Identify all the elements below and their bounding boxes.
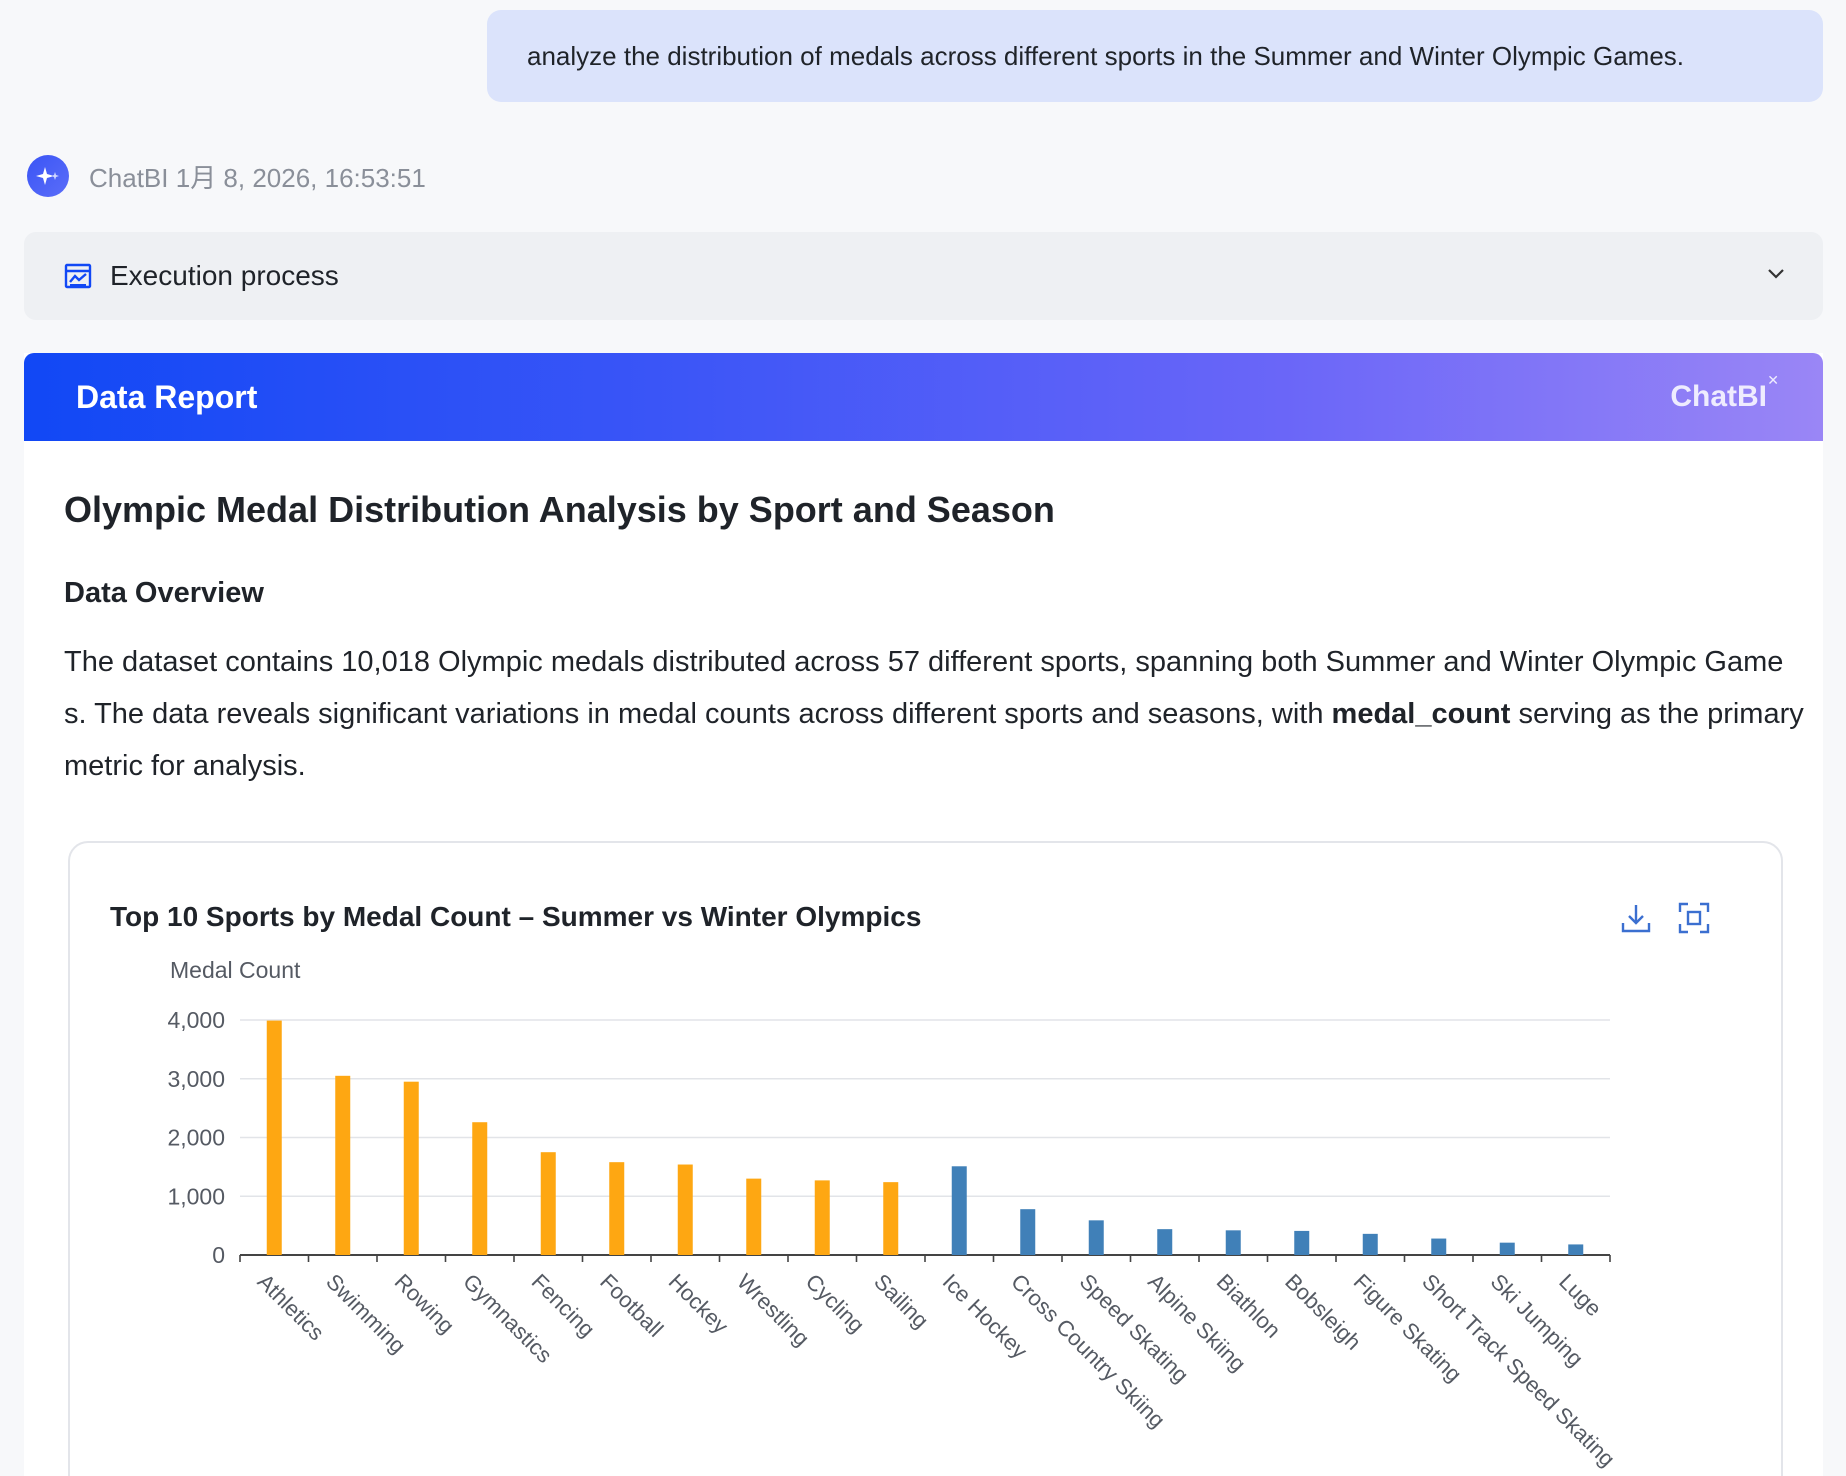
bar-summer bbox=[266, 1020, 282, 1255]
fullscreen-icon[interactable] bbox=[1677, 901, 1711, 935]
report-header-title: Data Report bbox=[76, 378, 258, 415]
brand-logo: ChatBI ✕ bbox=[1670, 372, 1779, 413]
x-tick-label: Football bbox=[595, 1269, 668, 1342]
bar-winter bbox=[951, 1166, 967, 1255]
bot-avatar bbox=[27, 155, 69, 197]
y-tick-label: 3,000 bbox=[167, 1066, 225, 1092]
chevron-down-icon[interactable] bbox=[1765, 262, 1787, 284]
x-tick-label: Hockey bbox=[664, 1269, 734, 1339]
bar-winter bbox=[1294, 1230, 1310, 1255]
download-icon[interactable] bbox=[1619, 901, 1653, 935]
chart-title: Top 10 Sports by Medal Count – Summer vs… bbox=[110, 901, 922, 932]
bar-winter bbox=[1225, 1230, 1241, 1255]
bar-summer bbox=[814, 1180, 830, 1255]
execution-process-label: Execution process bbox=[110, 260, 339, 291]
bar-winter bbox=[1362, 1233, 1378, 1255]
y-tick-label: 2,000 bbox=[167, 1125, 225, 1151]
data-report-card: Data Report ChatBI ✕ Olympic Medal Distri… bbox=[24, 353, 1823, 1476]
y-tick-label: 0 bbox=[212, 1242, 225, 1268]
bar-summer bbox=[335, 1075, 351, 1255]
bar-winter bbox=[1020, 1209, 1036, 1255]
report-body: Olympic Medal Distribution Analysis by S… bbox=[24, 489, 1823, 792]
x-tick-label: Wrestling bbox=[732, 1269, 814, 1351]
report-title: Olympic Medal Distribution Analysis by S… bbox=[64, 489, 1055, 530]
x-tick-label: Cycling bbox=[801, 1269, 870, 1338]
bot-name: ChatBI bbox=[89, 162, 169, 193]
x-tick-label: Sailing bbox=[869, 1269, 933, 1333]
bar-winter bbox=[1431, 1238, 1447, 1255]
y-tick-label: 4,000 bbox=[167, 1007, 225, 1033]
bar-summer bbox=[540, 1152, 556, 1255]
section-title: Data Overview bbox=[64, 577, 264, 609]
execution-process-panel[interactable]: Execution process bbox=[24, 232, 1823, 320]
bar-winter bbox=[1088, 1220, 1104, 1255]
bar-summer bbox=[403, 1081, 419, 1255]
x-tick-label: Rowing bbox=[390, 1269, 460, 1339]
chart-toolbar bbox=[1619, 901, 1711, 935]
sparkle-icon bbox=[36, 167, 59, 185]
metric-name: medal_count bbox=[1331, 698, 1511, 730]
bar-winter bbox=[1499, 1242, 1515, 1255]
bar-summer bbox=[677, 1164, 693, 1255]
bar-summer bbox=[609, 1162, 625, 1255]
y-tick-label: 1,000 bbox=[167, 1183, 225, 1209]
bar-winter bbox=[1157, 1229, 1173, 1255]
bar-winter bbox=[1568, 1244, 1584, 1255]
x-tick-label: Athletics bbox=[253, 1269, 329, 1345]
bar-chart: Medal Count 0 1,000 2,000 3,000 4,000 Athletic… bbox=[167, 957, 1620, 1472]
bar-summer bbox=[746, 1178, 762, 1255]
report-chart-icon bbox=[64, 263, 92, 289]
bot-meta: ChatBI 1月 8, 2026, 16:53:51 bbox=[27, 154, 426, 198]
bar-summer bbox=[472, 1122, 488, 1255]
chart-card: Medal Count 0 1,000 2,000 3,000 4,000 Athletic… bbox=[68, 841, 1783, 1476]
x-tick-label: Luge bbox=[1554, 1269, 1606, 1321]
user-message-text: analyze the distribution of medals acros… bbox=[527, 40, 1685, 71]
y-axis-label: Medal Count bbox=[170, 957, 301, 983]
report-header: Data Report ChatBI ✕ bbox=[24, 353, 1823, 441]
user-message-bubble: analyze the distribution of medals acros… bbox=[487, 10, 1823, 102]
bar-summer bbox=[883, 1182, 899, 1255]
overview-paragraph: The dataset contains 10,018 Olympic meda… bbox=[64, 646, 1804, 782]
bot-timestamp: 1月 8, 2026, 16:53:51 bbox=[175, 162, 426, 193]
